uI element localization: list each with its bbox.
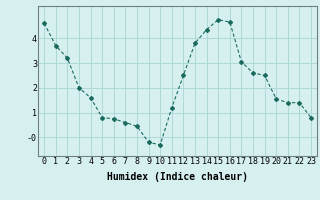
X-axis label: Humidex (Indice chaleur): Humidex (Indice chaleur) (107, 172, 248, 182)
